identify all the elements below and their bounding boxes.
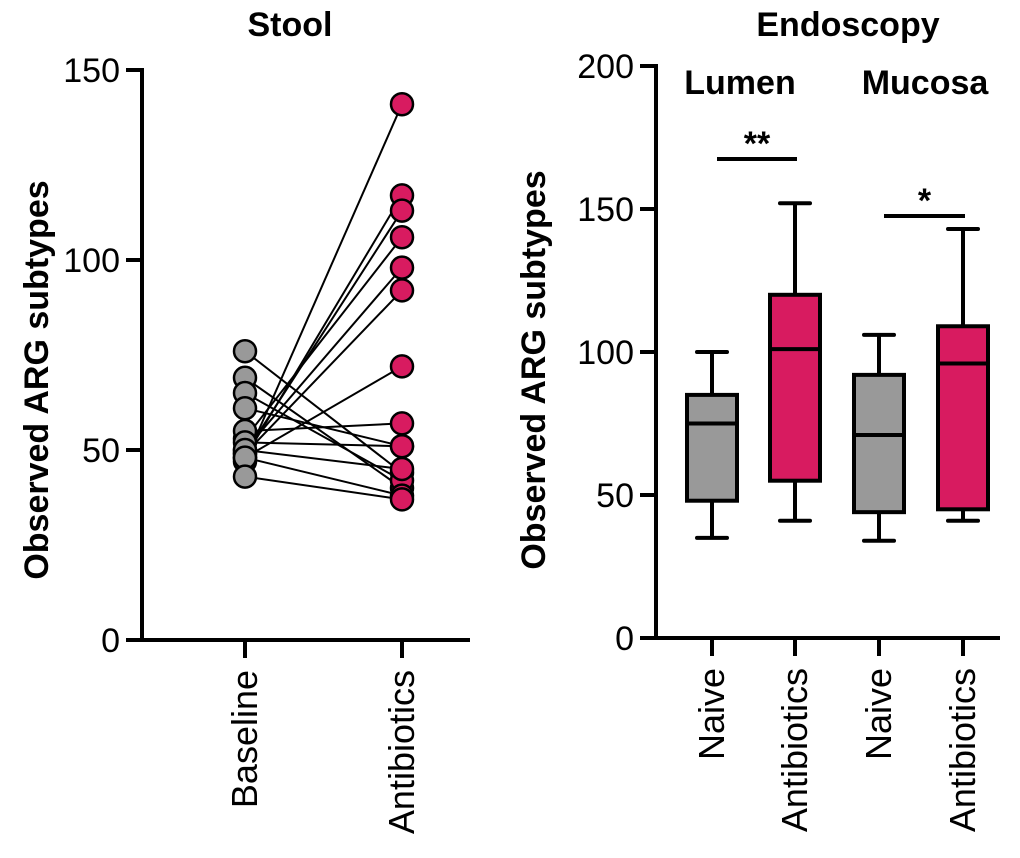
antibiotics-point <box>389 487 415 512</box>
antibiotics-point <box>389 411 415 436</box>
antibiotics-point <box>389 433 415 459</box>
endoscopy-title: Endoscopy <box>756 6 939 44</box>
endo-y-tick-label: 0 <box>615 620 634 658</box>
pair-line <box>244 289 403 455</box>
stool-y-tick-label: 50 <box>82 432 120 470</box>
endo-y-tick-label: 50 <box>596 477 634 515</box>
pair-line <box>244 449 403 470</box>
endo-x-tick-label: Naive <box>858 668 899 760</box>
significance-label: * <box>918 182 932 220</box>
right-ylabel: Observed ARG subtypes <box>515 170 553 569</box>
stool-y-tick-label: 0 <box>101 622 120 660</box>
box <box>852 372 906 515</box>
endo-y-tick-label: 100 <box>577 334 634 372</box>
box <box>768 292 822 483</box>
pair-line <box>244 475 403 501</box>
pair-line <box>244 103 403 462</box>
box <box>685 392 739 503</box>
antibiotics-point <box>389 224 415 250</box>
stool-title: Stool <box>248 6 333 44</box>
stool-x-tick-label: Antibiotics <box>381 670 422 834</box>
left-ylabel: Observed ARG subtypes <box>18 180 56 579</box>
endo-x-tick-label: Antibiotics <box>774 668 815 832</box>
group-label-mucosa: Mucosa <box>862 64 990 102</box>
antibiotics-point <box>389 354 415 379</box>
stool-y-tick-label: 150 <box>63 52 120 90</box>
endo-x-tick-label: Naive <box>691 668 732 760</box>
antibiotics-point <box>389 456 415 482</box>
pair-line <box>244 210 403 455</box>
stool-x-tick-label: Baseline <box>224 670 265 808</box>
stool-y-tick-label: 100 <box>63 242 120 280</box>
pair-line <box>244 441 403 448</box>
pair-line <box>244 266 403 451</box>
pair-line <box>244 350 403 474</box>
pair-line <box>244 422 403 432</box>
group-label-lumen: Lumen <box>684 64 795 102</box>
box <box>936 324 990 512</box>
significance-label: ** <box>744 125 771 163</box>
antibiotics-point <box>389 278 415 303</box>
endo-y-tick-label: 200 <box>577 48 634 86</box>
antibiotics-point <box>389 91 415 117</box>
endo-y-tick-label: 150 <box>577 191 634 229</box>
antibiotics-point <box>389 198 415 223</box>
pair-line <box>244 456 403 497</box>
antibiotics-point <box>389 255 415 280</box>
baseline-point <box>232 338 258 364</box>
baseline-point <box>232 464 258 489</box>
pair-line <box>244 376 403 489</box>
endo-x-tick-label: Antibiotics <box>942 668 983 832</box>
pair-line <box>244 236 403 440</box>
pair-line <box>244 392 403 482</box>
baseline-point <box>232 395 258 421</box>
